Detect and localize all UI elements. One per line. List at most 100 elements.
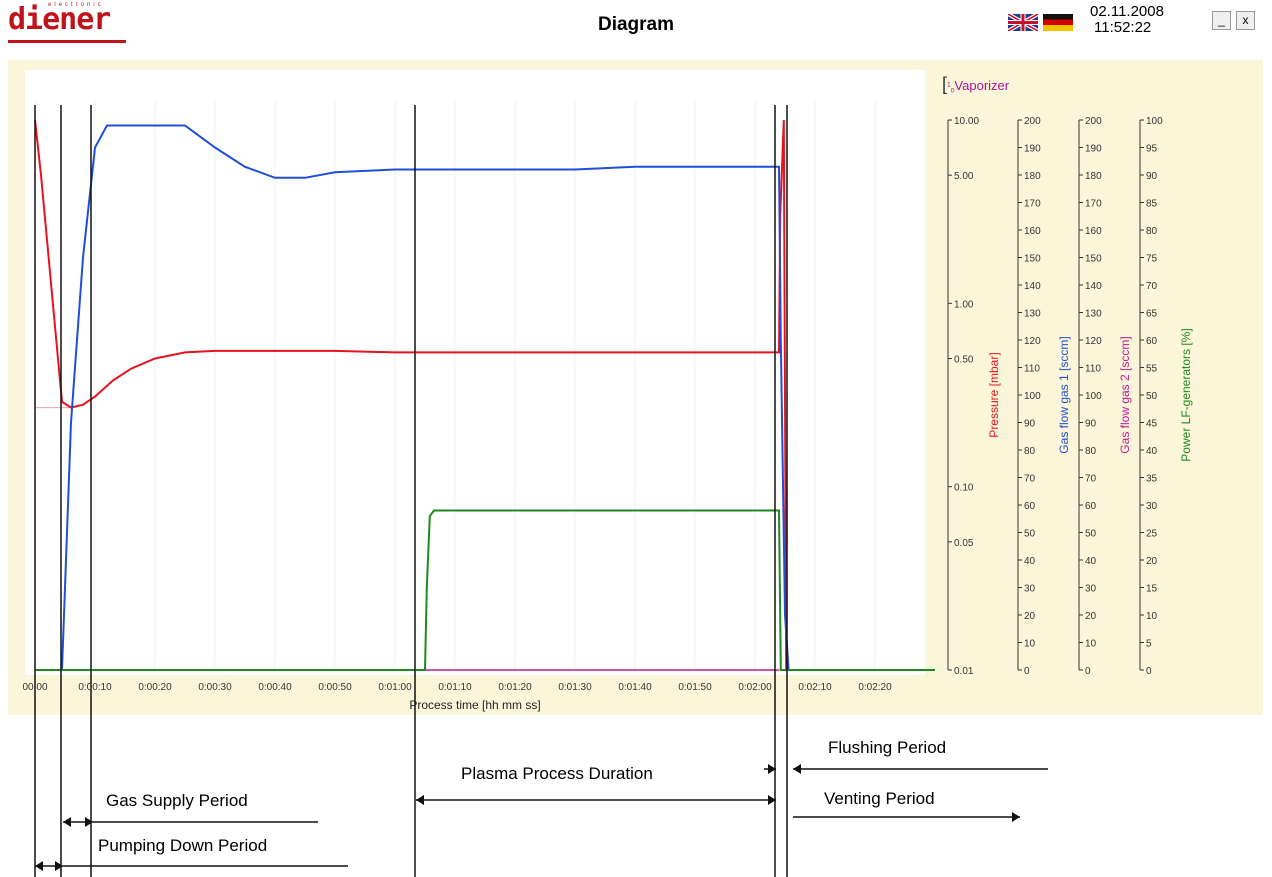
x-axis: 00:00 0:00:10 0:00:20 0:00:30 0:00:40 0:00:50…	[22, 682, 892, 693]
gas-supply-arrow-right	[85, 817, 93, 827]
y-tick-label: 20	[1085, 611, 1097, 622]
germany-flag-icon[interactable]	[1043, 14, 1073, 31]
y-tick-label: 90	[1024, 419, 1036, 430]
series-line-4	[35, 509, 935, 671]
y-tick-label: 150	[1024, 254, 1041, 265]
y-tick-label: 60	[1085, 501, 1097, 512]
y-tick-label: 150	[1085, 254, 1102, 265]
y-tick-label: 100	[1146, 116, 1163, 127]
y-tick-label: 0	[1085, 666, 1091, 677]
diener-logo: diener	[8, 2, 111, 37]
x-tick-label: 0:00:20	[138, 682, 172, 693]
y-tick-label: 5.00	[954, 171, 974, 182]
y-tick-label: 80	[1146, 226, 1158, 237]
y-tick-label: 0.10	[954, 483, 974, 494]
uk-flag-icon[interactable]	[1008, 14, 1038, 31]
y-axis-label: Gas flow gas 1 [sccm]	[1057, 336, 1071, 453]
x-tick-label: 0:00:30	[198, 682, 232, 693]
y-tick-label: 100	[1085, 391, 1102, 402]
x-tick-label: 0:02:10	[798, 682, 832, 693]
x-tick-label: 0:01:20	[498, 682, 532, 693]
logo-underline	[8, 40, 126, 43]
y-tick-label: 190	[1024, 144, 1041, 155]
y-tick-label: 55	[1146, 364, 1158, 375]
y-axis-label: Power LF-generators [%]	[1179, 328, 1193, 461]
close-button[interactable]: x	[1236, 11, 1255, 30]
y-tick-label: 25	[1146, 529, 1158, 540]
y-tick-label: 70	[1024, 474, 1036, 485]
y-tick-label: 110	[1024, 364, 1040, 375]
annotation-arrows	[35, 764, 1048, 871]
y-tick-label: 120	[1085, 336, 1102, 347]
x-tick-label: 0:02:20	[858, 682, 892, 693]
y-tick-label: 0.01	[954, 666, 974, 677]
chart-series	[34, 119, 935, 671]
venting-period-label: Venting Period	[824, 789, 935, 808]
x-tick-label: 0:00:50	[318, 682, 352, 693]
x-tick-label: 0:01:10	[438, 682, 472, 693]
y-tick-label: 60	[1146, 336, 1158, 347]
pumping-down-period-label: Pumping Down Period	[98, 836, 268, 855]
y-tick-label: 170	[1024, 199, 1041, 210]
y-tick-label: 0	[1146, 666, 1152, 677]
header-bar: diener electronic Diagram 02.11.2008 11:…	[0, 0, 1272, 50]
y-tick-label: 10	[1024, 639, 1036, 650]
x-tick-label: 0:01:50	[678, 682, 712, 693]
y-tick-label: 10	[1146, 611, 1158, 622]
venting-arrow-head	[1012, 812, 1020, 822]
plasma-arrow-right	[768, 795, 776, 805]
y-tick-label: 75	[1146, 254, 1158, 265]
y-tick-label: 50	[1085, 529, 1097, 540]
y-tick-label: 95	[1146, 144, 1158, 155]
x-axis-label: Process time [hh mm ss]	[409, 698, 540, 712]
y-tick-label: 30	[1146, 501, 1158, 512]
series-line-1	[34, 119, 788, 671]
flushing-period-label: Flushing Period	[828, 738, 947, 757]
y-tick-label: 60	[1024, 501, 1036, 512]
y-tick-label: 20	[1024, 611, 1036, 622]
chart-grid	[34, 100, 922, 671]
y-tick-label: 50	[1024, 529, 1036, 540]
vaporizer-label: Vaporizer	[954, 78, 1010, 93]
y-tick-label: 180	[1024, 171, 1041, 182]
flushing-arrow-head-right	[793, 764, 801, 774]
x-tick-label: 0:01:30	[558, 682, 592, 693]
y-tick-label: 90	[1146, 171, 1158, 182]
y-tick-label: 120	[1024, 336, 1041, 347]
series-line-2	[35, 124, 935, 671]
y-tick-label: 180	[1085, 171, 1102, 182]
y-tick-label: 0.05	[954, 538, 974, 549]
y-tick-label: 130	[1024, 309, 1041, 320]
vaporizer-scale-bottom: 0	[950, 87, 955, 95]
y-tick-label: 35	[1146, 474, 1158, 485]
y-tick-label: 140	[1085, 281, 1102, 292]
vaporizer-scale-top: 1	[947, 81, 951, 89]
y-tick-label: 1.00	[954, 299, 974, 310]
flushing-arrow-head-left	[768, 764, 776, 774]
x-tick-label: 0:01:40	[618, 682, 652, 693]
y-tick-label: 160	[1085, 226, 1102, 237]
y-axis-label: Pressure [mbar]	[987, 352, 1001, 437]
date-text: 02.11.2008	[1090, 3, 1164, 20]
gas-supply-arrow-left	[63, 817, 71, 827]
y-tick-label: 90	[1085, 419, 1097, 430]
y-tick-label: 30	[1024, 584, 1036, 595]
y-tick-label: 110	[1085, 364, 1101, 375]
y-tick-label: 40	[1024, 556, 1036, 567]
pumping-arrow-left	[35, 861, 43, 871]
vaporizer-indicator: [10Vaporizer	[942, 74, 1010, 95]
plasma-duration-label: Plasma Process Duration	[461, 764, 653, 783]
y-axis-label: Gas flow gas 2 [sccm]	[1118, 336, 1132, 453]
y-tick-label: 65	[1146, 309, 1158, 320]
y-tick-label: 80	[1024, 446, 1036, 457]
y-tick-label: 100	[1024, 391, 1041, 402]
y-tick-label: 40	[1085, 556, 1097, 567]
gas-supply-period-label: Gas Supply Period	[106, 791, 248, 810]
y-tick-label: 20	[1146, 556, 1158, 567]
y-tick-label: 140	[1024, 281, 1041, 292]
page-title: Diagram	[597, 14, 675, 35]
x-tick-label: 0:00:40	[258, 682, 292, 693]
time-text: 11:52:22	[1094, 19, 1152, 36]
y-tick-label: 10.00	[954, 116, 979, 127]
minimize-button[interactable]: _	[1212, 11, 1231, 30]
